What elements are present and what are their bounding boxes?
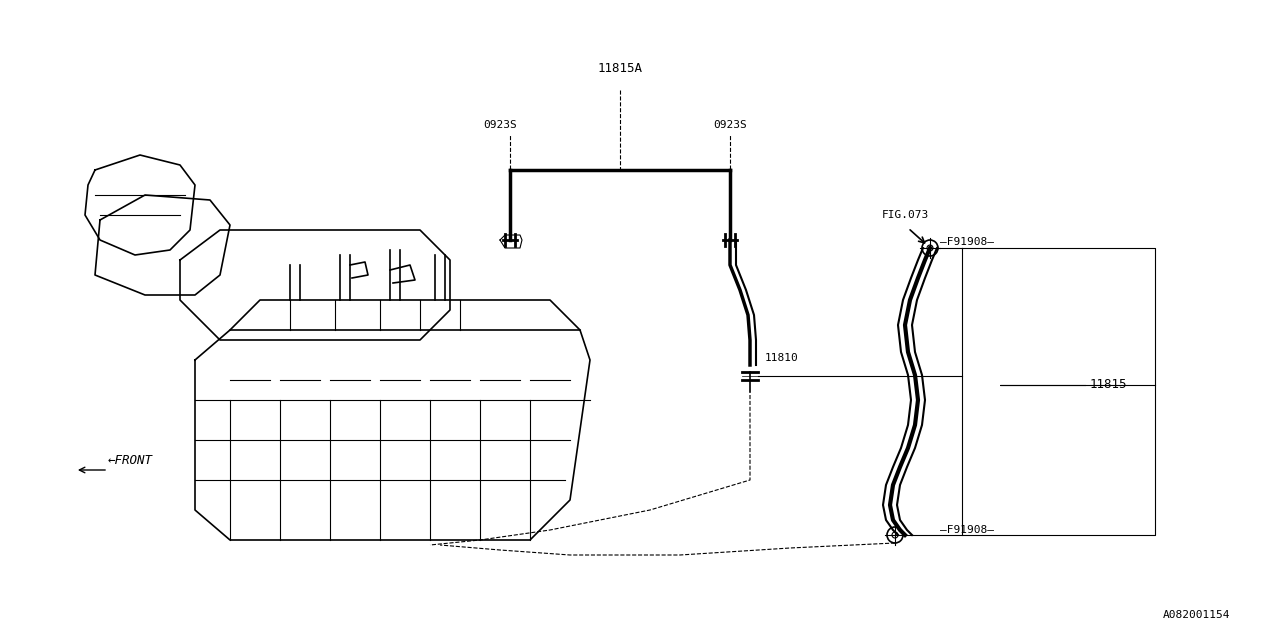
Text: 11815A: 11815A	[598, 61, 643, 74]
Text: FIG.073: FIG.073	[882, 210, 929, 220]
Text: 11815: 11815	[1091, 378, 1128, 392]
Text: ←FRONT: ←FRONT	[108, 454, 154, 467]
Text: A082001154: A082001154	[1162, 610, 1230, 620]
Text: 11810: 11810	[765, 353, 799, 363]
Text: 0923S: 0923S	[713, 120, 746, 130]
Text: —F91908—: —F91908—	[940, 525, 995, 535]
Text: —F91908—: —F91908—	[940, 237, 995, 247]
Text: 0923S: 0923S	[483, 120, 517, 130]
